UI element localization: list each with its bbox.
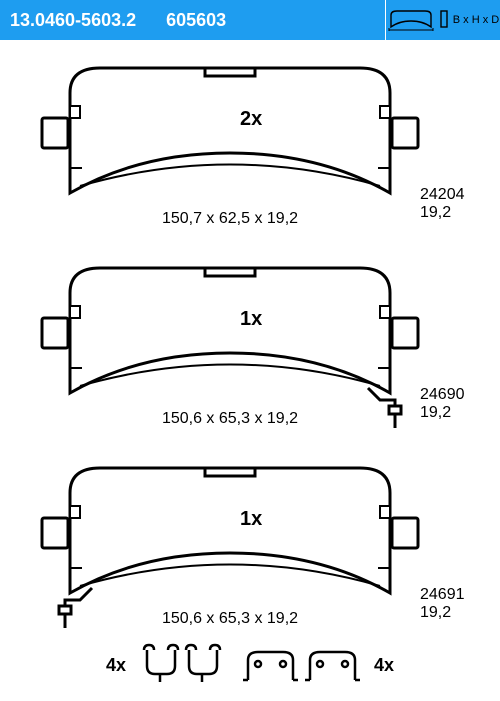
clips-row: 4x bbox=[0, 635, 500, 695]
pad-dimensions-3: 150,6 x 65,3 x 19,2 bbox=[40, 610, 420, 628]
pad-side-code-1: 24204 19,2 bbox=[420, 186, 500, 222]
pad-schematic-icon bbox=[387, 9, 449, 31]
clip-icon bbox=[238, 642, 368, 688]
brake-pad-2 bbox=[40, 258, 420, 433]
header-dimension-key: B x H x D bbox=[385, 0, 500, 40]
header-bar: 13.0460-5603.2 605603 B x H x D bbox=[0, 0, 500, 40]
pad-qty-3: 1x bbox=[240, 508, 262, 531]
clip-right-qty: 4x bbox=[374, 655, 394, 676]
pad-dimensions-1: 150,7 x 62,5 x 19,2 bbox=[40, 210, 420, 228]
pad-side-code-2: 24690 19,2 bbox=[420, 386, 500, 422]
pad-qty-2: 1x bbox=[240, 308, 262, 331]
pad-side-code-3: 24691 19,2 bbox=[420, 586, 500, 622]
pad-qty-1: 2x bbox=[240, 108, 262, 131]
brake-pad-3 bbox=[40, 458, 420, 633]
header-codes: 13.0460-5603.2 605603 bbox=[0, 0, 385, 40]
bhd-label: B x H x D bbox=[453, 14, 499, 26]
pad-dimensions-2: 150,6 x 65,3 x 19,2 bbox=[40, 410, 420, 428]
brake-pad-1 bbox=[40, 58, 420, 233]
clip-icon bbox=[132, 642, 232, 688]
alt-code: 605603 bbox=[166, 10, 226, 31]
clip-left-qty: 4x bbox=[106, 655, 126, 676]
part-number: 13.0460-5603.2 bbox=[10, 10, 136, 31]
diagram-content: 4x bbox=[0, 40, 500, 701]
